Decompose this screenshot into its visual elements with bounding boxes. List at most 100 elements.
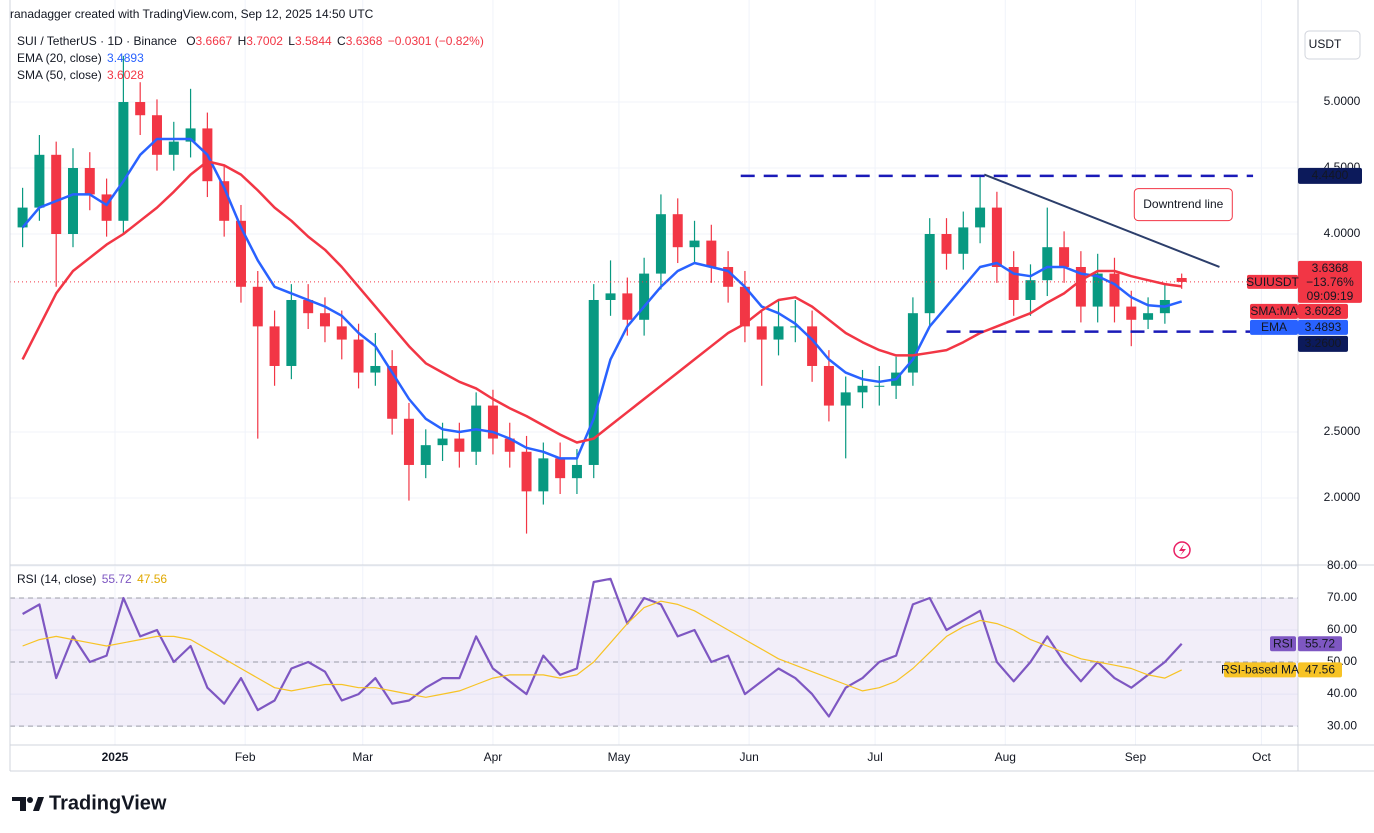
candle-body (1075, 266, 1086, 307)
candle-body (319, 313, 330, 327)
candle-body (219, 181, 230, 221)
candle-body (689, 240, 700, 248)
ohlc-value: 3.7002 (246, 34, 283, 48)
indicator-name-badge: RSI-based MA (1221, 663, 1299, 677)
y-tick-label: 2.5000 (1324, 424, 1361, 438)
candle-body (1176, 277, 1187, 282)
candle-body (1008, 266, 1019, 300)
x-tick-label: May (608, 750, 631, 764)
x-tick-label: Sep (1125, 750, 1147, 764)
candle-body (907, 313, 918, 373)
candle-body (1126, 306, 1137, 320)
logo: TradingView (12, 792, 167, 814)
y-tick-label: 4.0000 (1324, 226, 1361, 240)
indicator-value-badge: 55.72 (1305, 636, 1335, 650)
candle-body (588, 299, 599, 465)
candle-body (151, 115, 162, 155)
level-badge: 3.2600 (1305, 336, 1342, 350)
y-tick-label: 60.00 (1327, 622, 1357, 636)
candle-body (874, 385, 885, 387)
candle-body (739, 286, 750, 327)
y-tick-label: 40.00 (1327, 686, 1357, 700)
alert-ring[interactable] (1173, 541, 1191, 559)
ohlc-value: 3.6667 (196, 34, 233, 48)
indicator-name-badge: RSI (1273, 636, 1293, 650)
candle-body (807, 326, 818, 366)
level-badge-bg (1298, 335, 1348, 352)
indicator-line (22, 600, 1182, 698)
candle-body (286, 299, 297, 366)
ohlc-value: 3.6368 (346, 34, 383, 48)
candle-body (487, 405, 498, 439)
candle-body (958, 227, 969, 254)
x-tick-label: Apr (484, 750, 503, 764)
indicator-name: SMA (50, close) (17, 68, 102, 82)
last-price-badge: −13.76% (1306, 275, 1354, 289)
x-tick-label: Mar (352, 750, 373, 764)
candle-body (1059, 247, 1070, 267)
rsi-legend: RSI (14, close) 55.72 47.56 (17, 572, 167, 586)
symbol: SUI / TetherUS · 1D · Binance (17, 34, 177, 48)
x-tick-label: Feb (235, 750, 256, 764)
candle-body (655, 214, 666, 274)
candle-body (118, 102, 129, 221)
last-price-badge: 09:09:19 (1307, 289, 1354, 303)
candle-body (336, 326, 347, 340)
logo-mark (12, 797, 26, 811)
ma-name-badge: EMA (1261, 320, 1287, 334)
logo-mark (33, 797, 44, 811)
indicator-line (21, 137, 1183, 460)
last-price-badge: 3.6368 (1312, 261, 1349, 275)
x-tick-label: Aug (995, 750, 1016, 764)
logo-mark (27, 797, 33, 803)
candle-body (420, 445, 431, 465)
candle-body (504, 438, 515, 452)
sma-legend: SMA (50, close) 3.6028 (17, 68, 144, 82)
y-tick-label: 80.00 (1327, 558, 1357, 572)
candle-body (555, 458, 566, 479)
level-badge: 4.4400 (1312, 168, 1349, 182)
candle-body (1092, 273, 1103, 307)
indicator-value-badge-bg (1298, 662, 1342, 678)
symbol-badge: SUIUSDT (1246, 275, 1299, 289)
candle-body (840, 392, 851, 406)
candle-body (639, 273, 650, 320)
ema-legend: EMA (20, close) 3.4893 (17, 51, 144, 65)
x-tick-label: 2025 (102, 750, 129, 764)
price-change: −0.0301 (−0.82%) (388, 34, 484, 48)
y-tick-label: 5.0000 (1324, 94, 1361, 108)
logo-text: TradingView (49, 792, 167, 814)
trend-line (983, 173, 1220, 268)
candle-body (235, 220, 246, 287)
level-badge-bg (1298, 167, 1362, 184)
ohlc-label: O (186, 34, 195, 48)
candle-body (303, 299, 314, 314)
candle-body (403, 418, 414, 465)
currency[interactable]: USDT (1309, 37, 1342, 51)
candle-body (672, 214, 683, 248)
indicator-value: 47.56 (137, 572, 167, 586)
candle-body (269, 326, 280, 366)
alert-bolt[interactable] (1179, 544, 1186, 556)
indicator-name: RSI (14, close) (17, 572, 96, 586)
annotation: Downtrend line (1143, 197, 1223, 211)
ma-name-badge-bg (1250, 303, 1298, 319)
indicator-line (21, 160, 1182, 444)
ohlc-label: L (288, 34, 295, 48)
candle-body (991, 207, 1002, 267)
indicator-value-badge-bg (1298, 636, 1342, 652)
candle-body (622, 293, 633, 320)
candle-body (185, 128, 196, 142)
candle-body (51, 154, 62, 234)
indicator-name-badge-bg (1224, 662, 1296, 678)
candle-body (823, 365, 834, 406)
currency-button[interactable] (1304, 30, 1361, 60)
candle-body (387, 365, 398, 419)
ma-value-badge-bg (1298, 303, 1348, 319)
ohlc-label: C (337, 34, 346, 48)
candle-body (857, 385, 868, 393)
attribution: ranadagger created with TradingView.com,… (10, 7, 374, 21)
y-tick-label: 70.00 (1327, 590, 1357, 604)
y-tick-label: 30.00 (1327, 718, 1357, 732)
alert-icon[interactable] (1173, 541, 1191, 559)
